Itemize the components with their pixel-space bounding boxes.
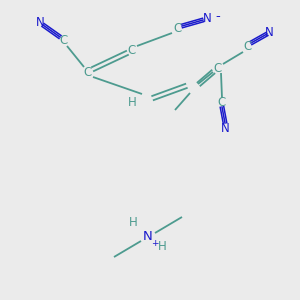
Text: N: N xyxy=(143,230,153,244)
Text: H: H xyxy=(128,95,136,109)
Text: C: C xyxy=(84,65,92,79)
Text: N: N xyxy=(202,11,211,25)
Text: C: C xyxy=(218,97,226,110)
Text: H: H xyxy=(158,241,166,254)
Text: +: + xyxy=(151,238,159,247)
Text: N: N xyxy=(36,16,44,28)
Text: -: - xyxy=(216,11,220,23)
Text: C: C xyxy=(244,40,252,52)
Text: N: N xyxy=(265,26,273,38)
Text: C: C xyxy=(59,34,67,46)
Text: H: H xyxy=(129,217,137,230)
Text: N: N xyxy=(220,122,230,134)
Text: C: C xyxy=(128,44,136,56)
Text: C: C xyxy=(174,22,182,34)
Text: C: C xyxy=(214,61,222,74)
